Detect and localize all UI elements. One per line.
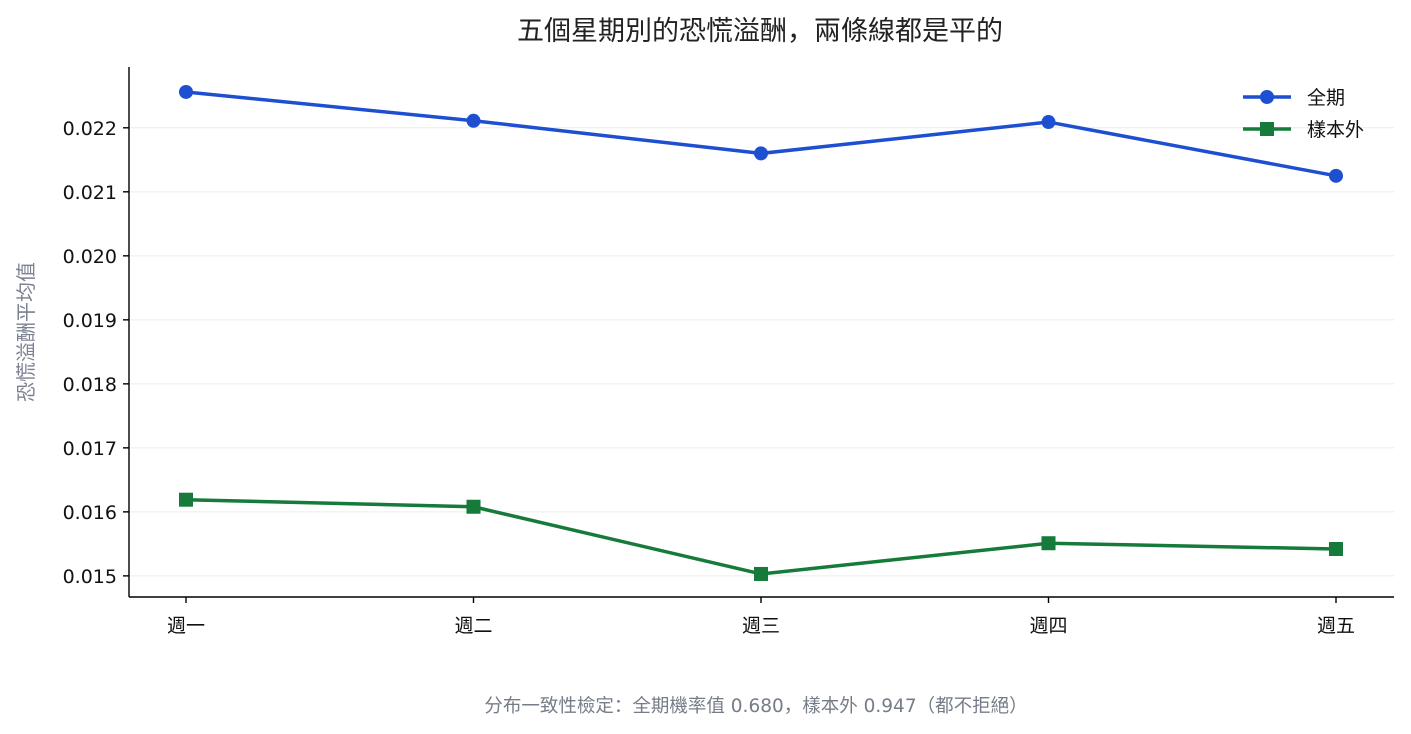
legend-marker bbox=[1260, 90, 1274, 104]
series-1 bbox=[179, 84, 1343, 183]
x-tick-label: 週五 bbox=[1317, 615, 1355, 637]
series-layer bbox=[179, 84, 1343, 581]
data-point bbox=[1329, 168, 1343, 183]
legend-entry: 樣本外 bbox=[1243, 119, 1364, 141]
x-tick-label: 週三 bbox=[742, 615, 780, 637]
legend-entry: 全期 bbox=[1243, 87, 1345, 109]
y-axis-label: 恐慌溢酬平均值 bbox=[14, 262, 38, 402]
series-2 bbox=[179, 492, 1343, 581]
data-point bbox=[1041, 115, 1056, 130]
grid bbox=[129, 127, 1394, 577]
x-tick-label: 週二 bbox=[454, 615, 492, 637]
y-tick-label: 0.018 bbox=[63, 374, 117, 396]
y-tick-label: 0.016 bbox=[63, 502, 117, 524]
data-point bbox=[466, 499, 481, 514]
legend-label: 樣本外 bbox=[1307, 119, 1364, 141]
data-point bbox=[754, 566, 768, 581]
data-point bbox=[1329, 541, 1343, 556]
data-point bbox=[754, 146, 768, 161]
chart-title: 五個星期別的恐慌溢酬，兩條線都是平的 bbox=[517, 16, 1003, 47]
x-tick-label: 週四 bbox=[1029, 615, 1067, 637]
chart-caption: 分布一致性檢定：全期機率值 0.680，樣本外 0.947（都不拒絕） bbox=[484, 696, 1027, 717]
y-tick-label: 0.015 bbox=[63, 566, 117, 588]
y-tick-label: 0.020 bbox=[63, 246, 117, 268]
y-tick-label: 0.022 bbox=[63, 118, 117, 140]
legend-label: 全期 bbox=[1307, 87, 1345, 109]
series-line bbox=[184, 90, 1338, 178]
data-point bbox=[179, 84, 193, 99]
data-point bbox=[1041, 536, 1056, 551]
legend-marker bbox=[1260, 122, 1274, 136]
x-ticks: 週一 週二 週三 週四 週五 bbox=[167, 597, 1355, 637]
data-point bbox=[466, 113, 481, 128]
y-tick-label: 0.017 bbox=[63, 438, 117, 460]
series-line bbox=[184, 497, 1338, 576]
y-ticks: 0.015 0.016 0.017 0.018 0.019 0.020 0.021 0.022 bbox=[63, 118, 129, 588]
data-point bbox=[179, 492, 193, 507]
y-tick-label: 0.019 bbox=[63, 310, 117, 332]
x-tick-label: 週一 bbox=[167, 615, 205, 637]
y-tick-label: 0.021 bbox=[63, 182, 117, 204]
